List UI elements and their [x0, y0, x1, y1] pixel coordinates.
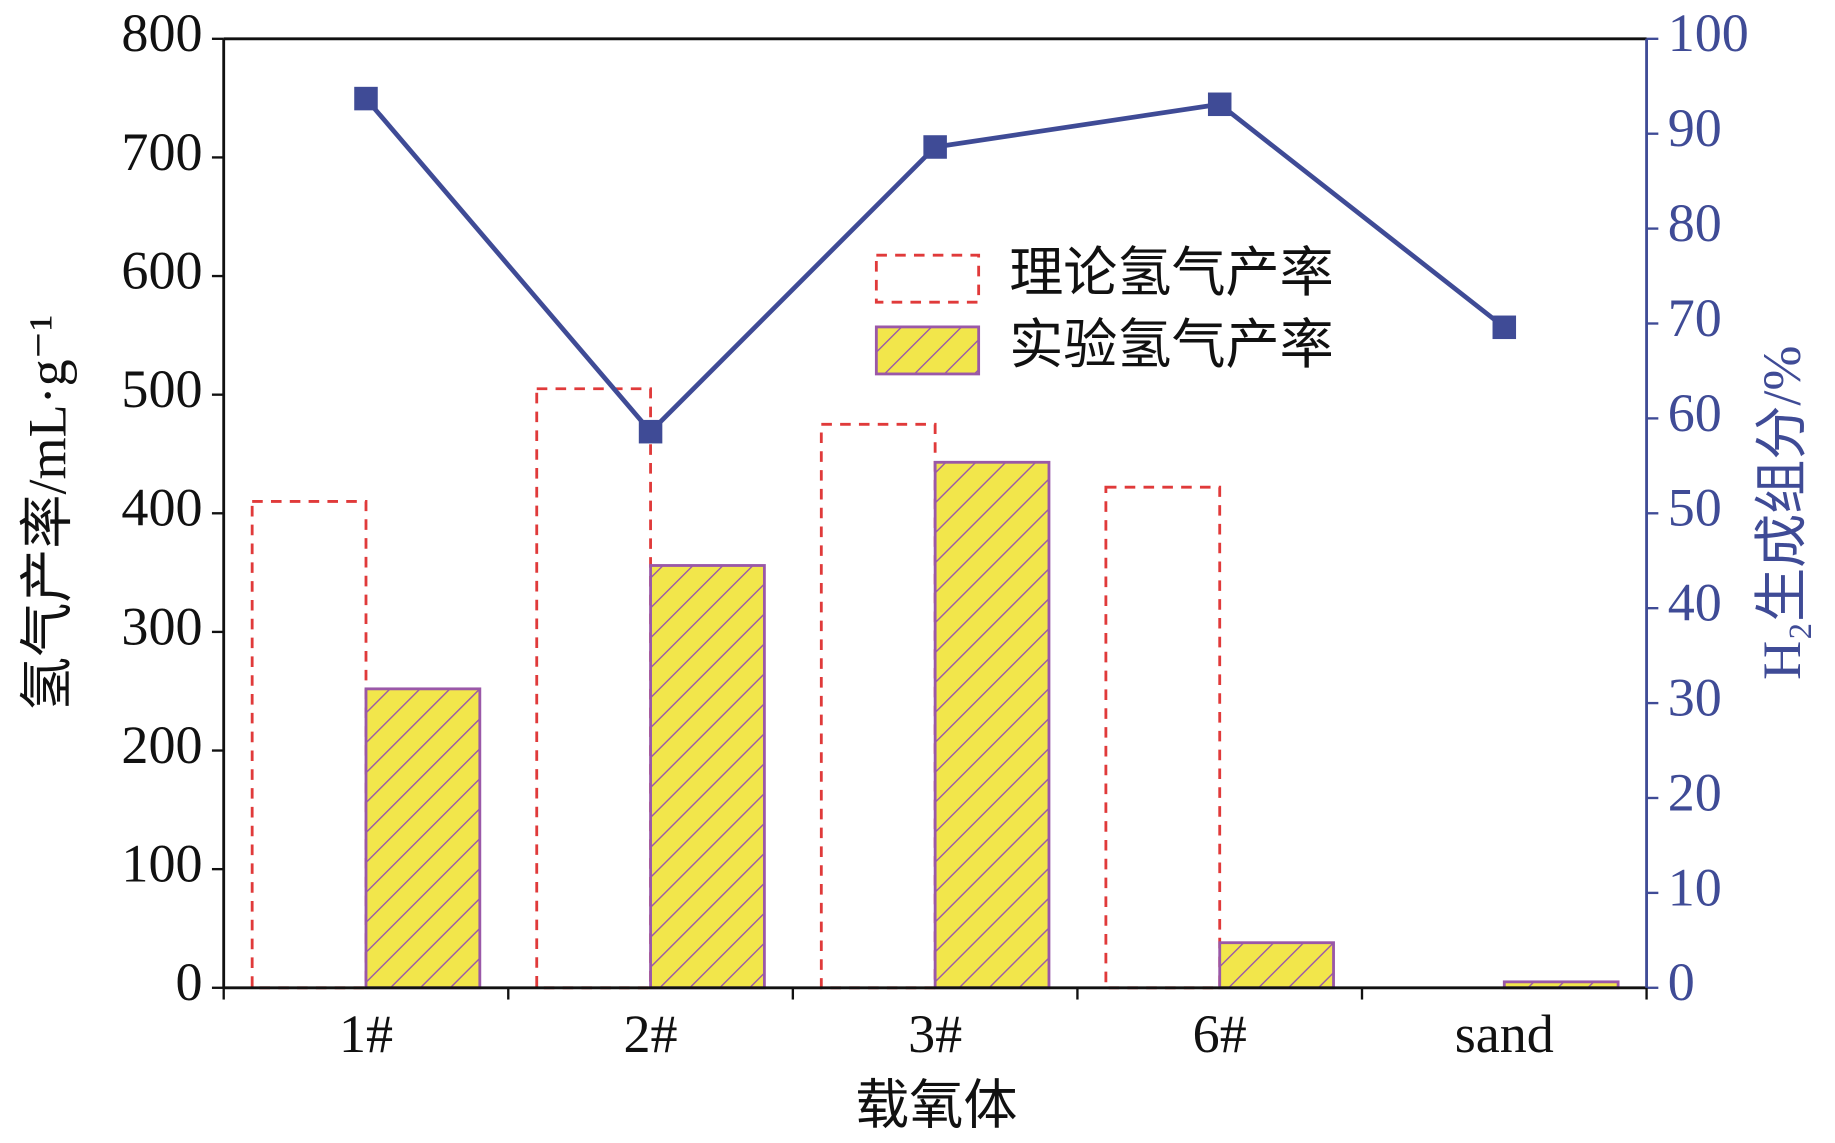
bar	[535, 387, 652, 990]
y-tick-label: 200	[121, 715, 202, 775]
bar	[1218, 941, 1335, 990]
x-tick-label: sand	[1455, 1004, 1554, 1064]
y2-tick-label: 0	[1668, 952, 1695, 1012]
x-tick-label: 1#	[339, 1004, 393, 1064]
x-tick-label: 6#	[1193, 1004, 1247, 1064]
bar	[819, 422, 937, 990]
bar	[1104, 485, 1222, 990]
bar	[649, 564, 766, 990]
legend-label: 实验氢气产率	[1009, 315, 1333, 375]
y2-tick-label: 60	[1668, 383, 1722, 443]
y2-tick-label: 40	[1668, 573, 1722, 633]
legend-swatch	[874, 325, 981, 376]
y2-tick-label: 10	[1668, 857, 1722, 917]
x-tick-label: 2#	[624, 1004, 678, 1064]
marker	[638, 419, 663, 444]
y-tick-label: 100	[121, 834, 202, 894]
y-tick-label: 700	[121, 122, 202, 182]
y2-tick-label: 20	[1668, 762, 1722, 822]
y2-tick-label: 100	[1668, 3, 1749, 63]
legend-label: 理论氢气产率	[1009, 243, 1333, 303]
y2-tick-label: 70	[1668, 288, 1722, 348]
y-tick-label: 500	[121, 359, 202, 419]
y2-tick-label: 90	[1668, 98, 1722, 158]
bar	[933, 460, 1051, 990]
y2-tick-label: 50	[1668, 478, 1722, 538]
legend-swatch	[874, 253, 981, 304]
marker	[1492, 315, 1517, 340]
y2-tick-label: 80	[1668, 193, 1722, 253]
y2-tick-label: 30	[1668, 667, 1722, 727]
y-tick-label: 800	[121, 3, 202, 63]
x-tick-label: 3#	[908, 1004, 962, 1064]
bar	[250, 500, 368, 990]
bar	[364, 687, 482, 990]
y-tick-label: 400	[121, 478, 202, 538]
y-tick-label: 0	[175, 952, 202, 1012]
marker	[354, 86, 378, 111]
y-tick-label: 300	[121, 596, 202, 656]
y2-axis-label: H₂生成组分/%	[1752, 346, 1812, 680]
x-axis-label: 载氧体	[855, 1076, 1017, 1136]
marker	[923, 135, 947, 159]
y-axis-label: 氢气产率/mL·g⁻¹	[18, 315, 78, 711]
marker	[1207, 92, 1232, 117]
y-tick-label: 600	[121, 240, 202, 300]
